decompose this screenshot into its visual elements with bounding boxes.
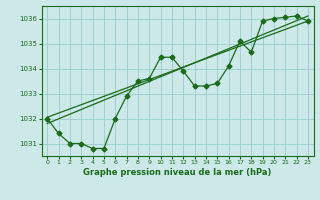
X-axis label: Graphe pression niveau de la mer (hPa): Graphe pression niveau de la mer (hPa) bbox=[84, 168, 272, 177]
